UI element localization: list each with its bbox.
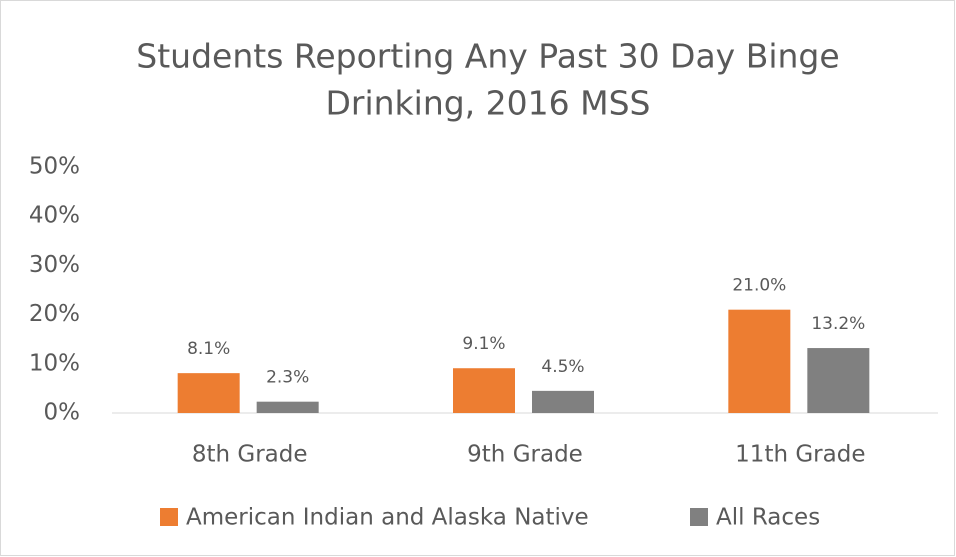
x-tick-label: 9th Grade — [467, 442, 583, 468]
data-label: 4.5% — [541, 357, 584, 377]
bar — [532, 390, 594, 413]
bar — [453, 368, 515, 413]
y-tick-label: 30% — [29, 252, 80, 278]
y-tick-label: 20% — [29, 301, 80, 327]
data-label: 9.1% — [462, 334, 505, 354]
chart-title: Drinking, 2016 MSS — [325, 84, 650, 123]
x-tick-label: 8th Grade — [192, 442, 308, 468]
legend-swatch — [690, 508, 708, 526]
y-tick-label: 50% — [29, 154, 80, 180]
legend-label: All Races — [716, 505, 820, 531]
bar — [728, 309, 791, 413]
bar — [177, 373, 240, 413]
y-tick-label: 0% — [44, 400, 81, 426]
bar — [807, 348, 870, 413]
bar — [256, 401, 319, 413]
data-label: 13.2% — [811, 314, 865, 334]
y-tick-label: 40% — [29, 203, 80, 229]
x-tick-label: 11th Grade — [735, 442, 865, 468]
data-label: 21.0% — [732, 276, 786, 296]
chart-title: Students Reporting Any Past 30 Day Binge — [136, 37, 839, 76]
legend-label: American Indian and Alaska Native — [186, 505, 589, 531]
data-label: 8.1% — [187, 339, 230, 359]
y-tick-label: 10% — [29, 350, 80, 376]
data-label: 2.3% — [266, 368, 309, 388]
legend-swatch — [160, 508, 178, 526]
